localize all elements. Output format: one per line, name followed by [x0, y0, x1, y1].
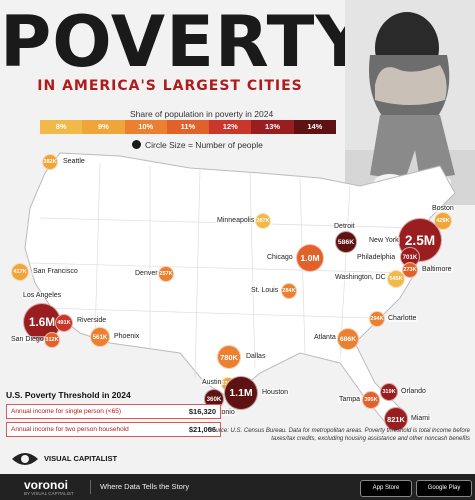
city-label-minneapolis: Minneapolis	[216, 217, 256, 224]
city-label-dallas: Dallas	[245, 353, 267, 360]
city-label-charlotte: Charlotte	[387, 315, 418, 322]
threshold-title: U.S. Poverty Threshold in 2024	[6, 390, 131, 400]
city-bubble-philadelphia: 701K	[400, 247, 420, 267]
city-bubble-riverside: 491K	[55, 314, 73, 332]
city-bubble-san-diego: 312K	[44, 332, 60, 348]
us-map	[24, 152, 456, 429]
city-label-riverside: Riverside	[76, 317, 108, 324]
city-label-baltimore: Baltimore	[421, 266, 453, 273]
city-label-san-francisco: San Francisco	[32, 268, 79, 275]
legend-bin: 12%	[209, 120, 252, 134]
app-store-button[interactable]: App Store	[360, 480, 412, 497]
threshold-value: $21,006	[188, 425, 216, 434]
legend-bin: 9%	[82, 120, 125, 134]
city-bubble-minneapolis: 287K	[255, 213, 271, 229]
page-title: POVERTY	[0, 1, 368, 83]
city-bubble-atlanta: 686K	[337, 328, 359, 350]
city-bubble-boston: 429K	[434, 212, 452, 230]
city-bubble-miami: 821K	[384, 407, 408, 431]
city-bubble-phoenix: 561K	[90, 327, 110, 347]
legend-bin: 14%	[293, 120, 336, 134]
threshold-label: Annual income for single person (<65)	[11, 408, 122, 415]
city-label-new-york: New York	[368, 237, 400, 244]
visual-capitalist-logo-icon	[12, 453, 38, 465]
city-label-washington-dc: Washington, DC	[334, 274, 387, 281]
city-label-orlando: Orlando	[400, 388, 427, 395]
threshold-value: $16,320	[188, 407, 216, 416]
city-bubble-charlotte: 294K	[369, 311, 385, 327]
city-label-seattle: Seattle	[62, 158, 86, 165]
city-label-philadelphia: Philadelphia	[356, 254, 397, 261]
city-label-austin: Austin	[201, 379, 223, 386]
legend-bin: 11%	[166, 120, 210, 134]
google-play-button[interactable]: Google Play	[416, 480, 472, 497]
city-bubble-baltimore: 273K	[402, 262, 418, 278]
threshold-row-two-person: Annual income for two person household $…	[6, 422, 221, 437]
city-label-los-angeles: Los Angeles	[22, 292, 63, 299]
city-label-detroit: Detroit	[333, 223, 356, 230]
threshold-row-single: Annual income for single person (<65) $1…	[6, 404, 221, 419]
city-label-denver: Denver	[134, 270, 159, 277]
city-label-houston: Houston	[261, 389, 290, 396]
city-bubble-detroit: 586K	[335, 231, 357, 253]
footer-bar: voronoi BY VISUAL CAPITALIST Where Data …	[0, 474, 475, 500]
city-bubble-tampa: 395K	[362, 391, 380, 409]
footer-tagline: Where Data Tells the Story	[100, 482, 190, 491]
circle-icon	[132, 140, 141, 149]
legend-title: Share of population in poverty in 2024	[130, 109, 274, 119]
legend-bin: 13%	[251, 120, 294, 134]
legend-bin: 10%	[124, 120, 167, 134]
circle-note-text: Circle Size = Number of people	[145, 140, 263, 150]
city-label-st-louis: St. Louis	[250, 287, 280, 294]
city-label-tampa: Tampa	[338, 396, 362, 403]
city-label-atlanta: Atlanta	[313, 334, 337, 341]
city-bubble-orlando: 319K	[380, 383, 398, 401]
city-label-san-diego: San Diego	[10, 336, 45, 343]
city-bubble-st-louis: 284K	[281, 283, 297, 299]
city-bubble-seattle: 382K	[42, 154, 58, 170]
city-bubble-san-francisco: 417K	[11, 263, 29, 281]
page-subtitle: IN AMERICA'S LARGEST CITIES	[37, 78, 303, 94]
visual-capitalist-logo-text: VISUAL CAPITALIST	[44, 454, 118, 463]
city-label-chicago: Chicago	[266, 254, 294, 261]
voronoi-logo[interactable]: voronoi	[24, 478, 68, 492]
source-note: Source: U.S. Census Bureau. Data for met…	[208, 428, 470, 442]
legend-bin: 8%	[40, 120, 83, 134]
poverty-threshold-box: U.S. Poverty Threshold in 2024 Annual in…	[6, 390, 221, 438]
voronoi-byline: BY VISUAL CAPITALIST	[24, 491, 74, 496]
legend-bar: 8% 9% 10% 11% 12% 13% 14%	[40, 120, 336, 134]
city-bubble-chicago: 1.0M	[296, 244, 324, 272]
threshold-label: Annual income for two person household	[11, 426, 129, 433]
city-bubble-dallas: 780K	[217, 345, 241, 369]
footer-divider	[90, 480, 91, 494]
city-label-miami: Miami	[410, 415, 431, 422]
city-bubble-denver: 257K	[158, 266, 174, 282]
city-label-phoenix: Phoenix	[113, 333, 141, 340]
city-bubble-washington-dc: 545K	[387, 270, 405, 288]
city-label-boston: Boston	[431, 205, 455, 212]
city-bubble-houston: 1.1M	[224, 376, 258, 410]
circle-size-note: Circle Size = Number of people	[132, 140, 263, 150]
